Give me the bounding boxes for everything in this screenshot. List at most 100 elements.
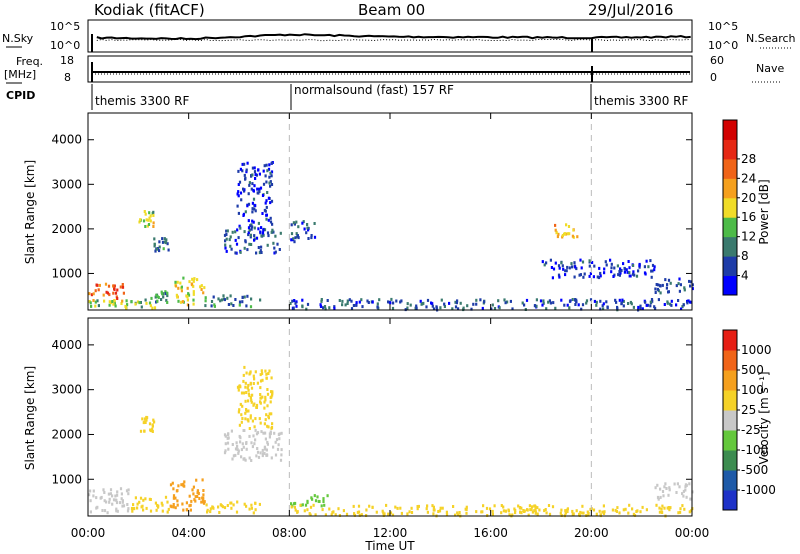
power-echo-region-12 bbox=[541, 258, 656, 280]
y-tick-label-1: 2000 bbox=[51, 427, 82, 441]
velocity-echo-region-3 bbox=[205, 500, 261, 515]
power-echo-region-11 bbox=[289, 297, 693, 312]
freq-tick-bottom: 8 bbox=[64, 71, 71, 84]
colorbar-tick-5: -100 bbox=[741, 443, 768, 457]
cpid-row: CPID themis 3300 RF normalsound (fast) 1… bbox=[6, 83, 688, 110]
colorbar-swatch-4 bbox=[723, 410, 737, 431]
velocity-colorbar-label: Velocity [m s⁻¹] bbox=[757, 371, 771, 464]
colorbar-swatch-3 bbox=[723, 217, 737, 238]
power-echo-region-13 bbox=[654, 277, 694, 295]
x-tick-label-1: 04:00 bbox=[171, 526, 206, 540]
time-xlabel: Time UT bbox=[364, 539, 415, 553]
power-echo-region-5 bbox=[204, 294, 262, 309]
velocity-echo-region-8 bbox=[290, 503, 694, 518]
velocity-echo-region-2 bbox=[169, 478, 206, 512]
nsky-tick-top: 10^5 bbox=[50, 20, 80, 33]
power-echo-region-6 bbox=[138, 210, 155, 228]
x-tick-label-4: 16:00 bbox=[473, 526, 508, 540]
nave-tick-bottom: 0 bbox=[710, 71, 717, 84]
colorbar-swatch-4 bbox=[723, 197, 737, 218]
time-x-ticks: 00:00 04:00 08:00 12:00 16:00 20:00 00:00 bbox=[71, 113, 710, 540]
power-echo-region-7 bbox=[153, 237, 170, 253]
colorbar-tick-5: 24 bbox=[741, 171, 756, 185]
y-tick-label-1: 2000 bbox=[51, 222, 82, 236]
colorbar-swatch-2 bbox=[723, 236, 737, 257]
y-tick-label-0: 1000 bbox=[51, 472, 82, 486]
velocity-ylabel: Slant Range [km] bbox=[23, 366, 37, 470]
y-tick-label-2: 3000 bbox=[51, 177, 82, 191]
power-echo-region-2 bbox=[124, 296, 157, 310]
freq-frame bbox=[87, 55, 693, 83]
colorbar-swatch-7 bbox=[723, 350, 737, 371]
velocity-time-markers bbox=[288, 318, 592, 516]
nsky-series-line bbox=[96, 33, 691, 41]
power-echo-region-0 bbox=[88, 282, 125, 300]
colorbar-tick-3: 16 bbox=[741, 210, 756, 224]
nsky-tick-bottom: 10^0 bbox=[50, 39, 80, 52]
colorbar-swatch-3 bbox=[723, 430, 737, 451]
nsearch-tick-bottom: 10^0 bbox=[708, 39, 738, 52]
nsky-label: N.Sky bbox=[2, 32, 34, 45]
nave-label: Nave bbox=[756, 62, 784, 75]
x-tick-label-6: 00:00 bbox=[675, 526, 710, 540]
velocity-echo-region-6 bbox=[236, 365, 274, 430]
colorbar-swatch-5 bbox=[723, 390, 737, 411]
cpid-segment-2: normalsound (fast) 157 RF bbox=[294, 83, 454, 97]
power-echo-region-8 bbox=[223, 227, 282, 255]
colorbar-swatch-1 bbox=[723, 470, 737, 491]
colorbar-tick-7: -1000 bbox=[741, 483, 776, 497]
colorbar-tick-1: 8 bbox=[741, 249, 749, 263]
freq-label: Freq. bbox=[16, 55, 43, 68]
power-echo-region-9 bbox=[236, 161, 274, 231]
nsearch-tick-top: 10^5 bbox=[708, 20, 738, 33]
station-title: Kodiak (fitACF) bbox=[94, 1, 205, 19]
colorbar-swatch-8 bbox=[723, 120, 737, 140]
power-echo-region-4 bbox=[174, 276, 206, 307]
y-tick-label-3: 4000 bbox=[51, 338, 82, 352]
y-tick-label-2: 3000 bbox=[51, 383, 82, 397]
colorbar-swatch-1 bbox=[723, 256, 737, 277]
x-tick-label-5: 20:00 bbox=[574, 526, 609, 540]
colorbar-swatch-6 bbox=[723, 158, 737, 179]
colorbar-tick-0: 1000 bbox=[741, 343, 772, 357]
velocity-panel: 1000 2000 3000 4000 Slant Range [km] 1000 50… bbox=[23, 113, 776, 553]
colorbar-tick-6: -500 bbox=[741, 463, 768, 477]
colorbar-tick-2: 100 bbox=[741, 383, 764, 397]
cpid-segment-3: themis 3300 RF bbox=[594, 94, 688, 108]
x-tick-label-0: 00:00 bbox=[71, 526, 106, 540]
colorbar-tick-6: 28 bbox=[741, 152, 756, 166]
cpid-segment-1: themis 3300 RF bbox=[95, 94, 189, 108]
power-colorbar: 4 8 12 16 20 24 28 bbox=[722, 119, 756, 296]
velocity-echo-region-9 bbox=[654, 482, 694, 501]
velocity-y-ticks: 1000 2000 3000 4000 bbox=[51, 338, 692, 486]
colorbar-swatch-5 bbox=[723, 178, 737, 199]
power-echo-region-1 bbox=[88, 299, 124, 308]
power-echo-region-10 bbox=[290, 220, 317, 244]
colorbar-swatch-7 bbox=[723, 139, 737, 160]
velocity-echo-region-1 bbox=[130, 495, 170, 514]
nsearch-label: N.Search bbox=[746, 32, 796, 45]
power-colorbar-label: Power [dB] bbox=[757, 179, 771, 244]
velocity-echo-region-5 bbox=[223, 428, 283, 462]
power-data-layer bbox=[88, 161, 694, 312]
velocity-echo-region-7 bbox=[290, 494, 329, 508]
date-title: 29/Jul/2016 bbox=[588, 1, 673, 19]
x-tick-label-3: 12:00 bbox=[373, 526, 408, 540]
freq-tick-top: 18 bbox=[60, 54, 74, 67]
beam-title: Beam 00 bbox=[358, 1, 425, 19]
colorbar-tick-2: 12 bbox=[741, 230, 756, 244]
nave-tick-top: 60 bbox=[710, 54, 724, 67]
colorbar-swatch-2 bbox=[723, 450, 737, 471]
x-tick-label-2: 08:00 bbox=[272, 526, 307, 540]
nsearch-series-line bbox=[96, 38, 691, 42]
power-ylabel: Slant Range [km] bbox=[23, 160, 37, 264]
nsky-panel: N.Sky 10^5 10^0 10^5 10^0 N.Search bbox=[2, 19, 796, 53]
colorbar-tick-1: 500 bbox=[741, 363, 764, 377]
power-frame bbox=[87, 112, 693, 311]
colorbar-tick-3: 25 bbox=[741, 403, 756, 417]
nsky-frame bbox=[87, 19, 693, 53]
velocity-echo-region-0 bbox=[88, 487, 130, 515]
velocity-echo-region-4 bbox=[139, 415, 156, 433]
y-tick-label-3: 4000 bbox=[51, 133, 82, 147]
